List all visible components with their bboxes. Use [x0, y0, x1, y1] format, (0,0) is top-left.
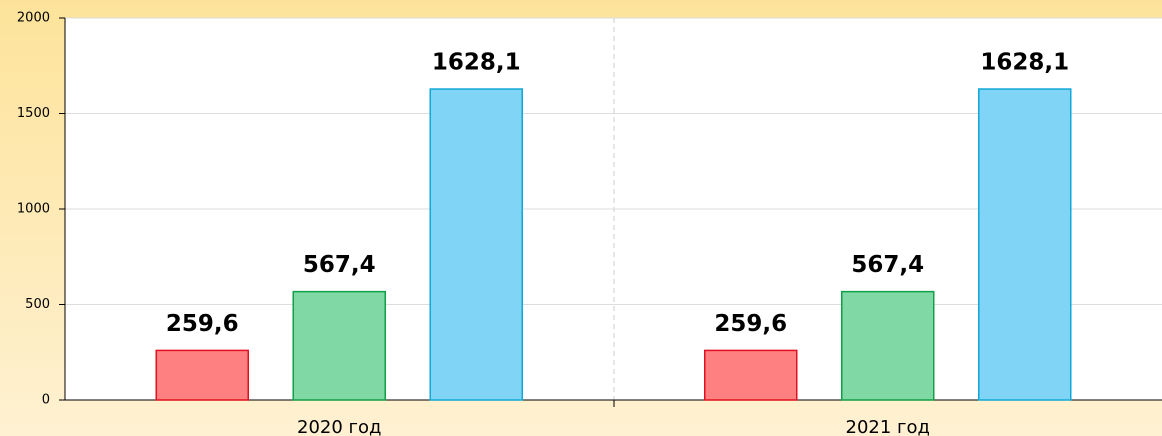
- value-label: 259,6: [166, 311, 239, 337]
- bar: [841, 290, 935, 401]
- value-label: 1628,1: [432, 50, 521, 76]
- value-label: 1628,1: [980, 50, 1069, 76]
- x-tick-label: 2020 год: [297, 417, 381, 436]
- bar: [429, 88, 523, 401]
- value-label: 567,4: [851, 252, 924, 278]
- value-label: 259,6: [714, 311, 787, 337]
- value-label: 567,4: [303, 252, 376, 278]
- y-tick-label: 2000: [17, 11, 50, 26]
- bar: [292, 290, 386, 401]
- y-tick-label: 0: [42, 393, 50, 408]
- bar: [155, 349, 249, 401]
- bar: [978, 88, 1072, 401]
- bar: [704, 349, 798, 401]
- x-tick-label: 2021 год: [846, 417, 930, 436]
- y-tick-label: 1000: [17, 202, 50, 217]
- y-tick-label: 1500: [17, 106, 50, 121]
- y-tick-label: 500: [25, 297, 50, 312]
